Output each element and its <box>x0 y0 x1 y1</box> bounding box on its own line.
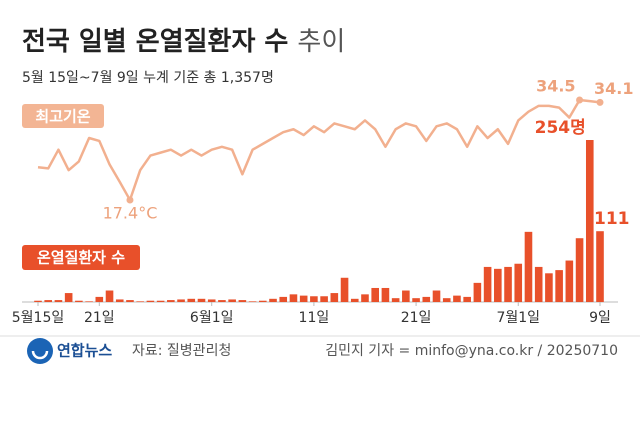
bar <box>187 298 196 302</box>
subtitle: 5월 15일~7월 9일 누계 기준 총 1,357명 <box>22 70 274 86</box>
bar <box>156 300 165 302</box>
bar <box>167 300 175 302</box>
bar <box>330 293 339 302</box>
bar <box>44 300 53 302</box>
bar <box>289 294 298 302</box>
bar <box>248 301 257 302</box>
bar <box>596 231 604 302</box>
x-tick-label: 21일 <box>84 310 115 326</box>
bar <box>402 290 410 302</box>
bar <box>463 296 471 302</box>
legend-entry: 최고기온 <box>22 104 104 128</box>
legend-box <box>22 245 140 270</box>
bar <box>54 300 63 302</box>
bar <box>146 300 155 302</box>
bar <box>126 300 134 302</box>
bar <box>555 270 563 302</box>
logo-text: 연합뉴스 <box>57 342 112 360</box>
bar <box>105 290 114 302</box>
bar <box>136 301 144 302</box>
legend-label: 온열질환자 수 <box>37 249 125 267</box>
bar <box>197 298 206 302</box>
x-tick-label: 5월15일 <box>12 310 64 326</box>
bar <box>565 260 574 302</box>
source: 자료: 질병관리청 <box>132 343 231 359</box>
logo-mark <box>27 338 53 364</box>
bar <box>575 238 584 302</box>
data-label: 111 <box>594 209 630 229</box>
bar <box>473 282 482 302</box>
bar <box>269 298 277 302</box>
line <box>37 98 601 202</box>
bar <box>371 287 379 302</box>
bar <box>320 296 328 302</box>
bar <box>64 293 73 302</box>
bar <box>75 300 83 302</box>
bar <box>514 263 523 302</box>
bar <box>177 299 185 302</box>
point <box>576 96 584 104</box>
bar <box>545 273 553 302</box>
bar <box>453 295 461 302</box>
bar <box>412 298 420 302</box>
bar <box>442 298 451 302</box>
x-tick-label: 9일 <box>589 310 611 326</box>
bar <box>85 301 93 302</box>
point <box>126 196 134 204</box>
bar <box>422 296 431 302</box>
bar <box>534 266 543 302</box>
x-tick-label: 11일 <box>299 310 330 326</box>
bar <box>259 300 267 302</box>
bar <box>483 266 492 302</box>
bar <box>524 231 533 302</box>
legend-entry: 온열질환자 수 <box>22 245 140 270</box>
legend-label: 최고기온 <box>35 108 90 126</box>
data-label: 254명 <box>535 118 586 138</box>
title-main: 전국 일별 온열질환자 수 <box>22 27 288 57</box>
chart-title: 전국 일별 온열질환자 수 추이 <box>22 27 345 57</box>
bar <box>310 296 318 302</box>
data-label: 34.5 <box>536 77 575 96</box>
bar <box>115 299 124 302</box>
legend-box <box>22 104 104 128</box>
bar <box>228 299 236 302</box>
bar <box>381 287 390 302</box>
logo-mark-swoosh <box>31 350 49 360</box>
credit: 김민지 기자 = minfo@yna.co.kr / 20250710 <box>325 343 618 359</box>
x-tick-label: 6월1일 <box>190 310 234 326</box>
bar <box>585 140 594 302</box>
bar <box>504 266 512 302</box>
bar <box>340 277 349 302</box>
bar <box>350 298 359 302</box>
data-label: 17.4°C <box>103 204 158 223</box>
bar <box>299 295 308 302</box>
x-tick-label: 21일 <box>401 310 432 326</box>
bar <box>218 300 226 302</box>
bar <box>279 296 288 302</box>
bar <box>207 299 216 302</box>
bar <box>391 298 400 302</box>
bar <box>34 300 42 302</box>
data-label: 34.1 <box>594 79 633 98</box>
bar <box>95 296 104 302</box>
bar <box>361 294 369 302</box>
bar <box>238 300 247 302</box>
point <box>596 98 604 106</box>
x-tick-label: 7월1일 <box>496 310 540 326</box>
title-suffix: 추이 <box>297 27 345 57</box>
bar <box>494 268 502 302</box>
bar <box>432 290 441 302</box>
